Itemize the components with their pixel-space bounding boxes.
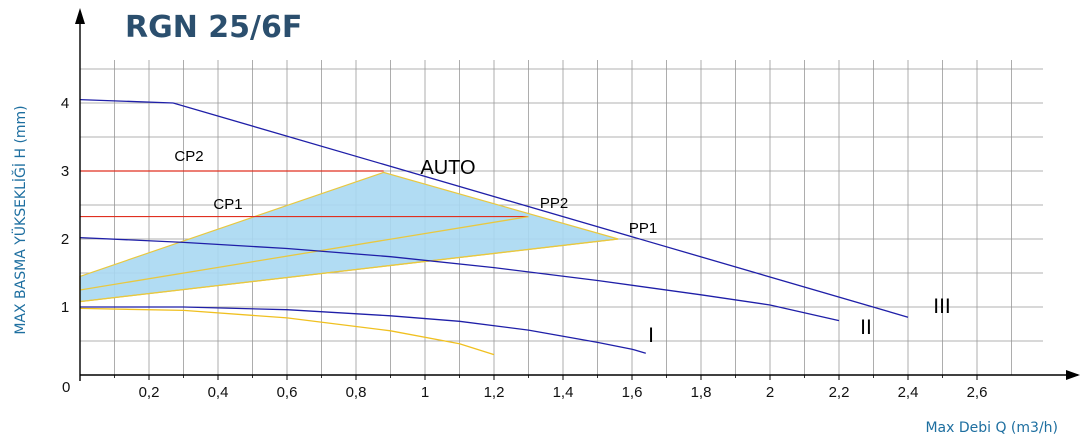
x-tick-label: 2,4 <box>898 384 919 401</box>
curves-layer <box>79 98 909 356</box>
cp-label-cp2: CP2 <box>174 148 203 165</box>
cp-label-cp1: CP1 <box>213 196 242 213</box>
y-tick-label: 3 <box>61 163 69 180</box>
pp-label-pp2: PP2 <box>540 195 568 212</box>
y-axis-title: MAX BASMA YÜKSEKLİĞİ H (mm) <box>11 105 29 334</box>
curve-i <box>80 306 646 354</box>
pp-line-pp2 <box>79 215 529 291</box>
pp-line-pp1 <box>79 238 619 303</box>
x-tick-label: 0,2 <box>139 384 160 401</box>
curve-label-ii: II <box>860 316 872 339</box>
auto-region-layer <box>79 171 619 303</box>
x-tick-label: 2 <box>766 384 774 401</box>
x-tick-label: 0,8 <box>346 384 367 401</box>
labels-layer: 0,2 0,4 0,6 0,8 1 1,2 1,4 1,6 1,8 2 2,2 2,4 2,6 1 2 3 4 I… <box>61 95 988 401</box>
curve-iii <box>79 98 909 318</box>
y-axis-arrow <box>75 8 85 24</box>
curve-label-iii: III <box>933 295 951 318</box>
curve-minimum <box>79 307 495 356</box>
auto-label: AUTO <box>420 157 475 179</box>
origin-label: 0 <box>62 379 70 396</box>
y-tick-label: 1 <box>61 299 69 316</box>
x-tick-label: 2,2 <box>829 384 850 401</box>
x-axis-title: Max Debi Q (m3/h) <box>925 420 1058 436</box>
x-tick-label: 1,6 <box>622 384 643 401</box>
x-axis-arrow <box>1066 370 1080 380</box>
y-tick-label: 4 <box>61 95 69 112</box>
axes-layer <box>75 8 1080 381</box>
x-tick-label: 0,6 <box>277 384 298 401</box>
curve-ii <box>79 236 840 322</box>
x-tick-label: 0,4 <box>208 384 229 401</box>
curve-label-i: I <box>648 324 654 347</box>
pp-label-pp1: PP1 <box>629 220 657 237</box>
auto-region <box>79 171 619 303</box>
chart-title: RGN 25/6F <box>125 10 302 45</box>
x-tick-label: 2,6 <box>967 384 988 401</box>
x-tick-label: 1 <box>421 384 429 401</box>
grid-lines <box>79 60 1043 375</box>
x-tick-label: 1,2 <box>484 384 505 401</box>
y-tick-label: 2 <box>61 231 69 248</box>
x-tick-label: 1,8 <box>691 384 712 401</box>
x-tick-label: 1,4 <box>553 384 574 401</box>
